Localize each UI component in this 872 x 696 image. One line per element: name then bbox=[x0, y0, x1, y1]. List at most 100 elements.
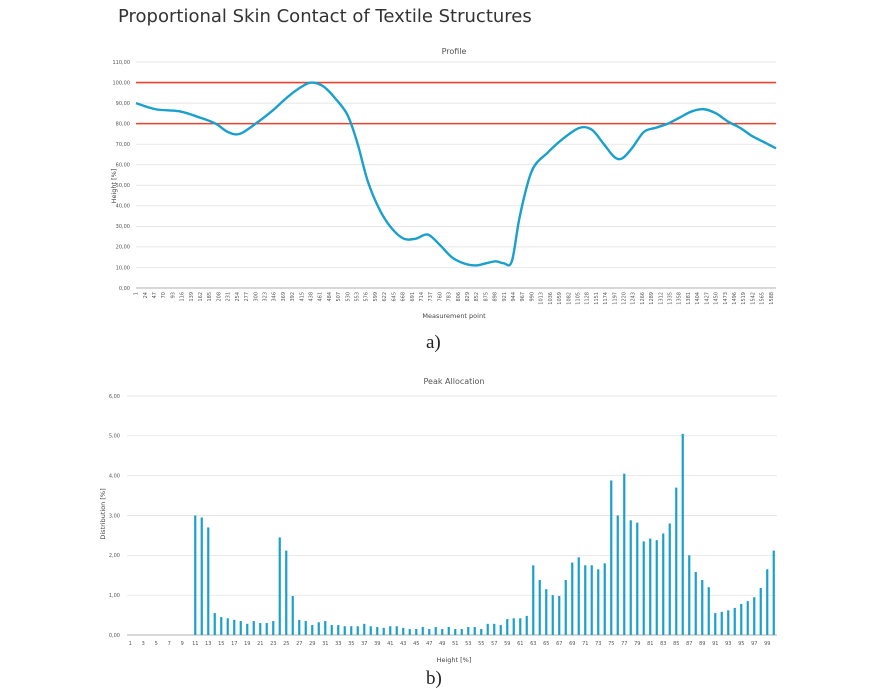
bar bbox=[727, 610, 730, 635]
x-tick-label: 875 bbox=[483, 292, 489, 302]
x-tick-label: 438 bbox=[309, 292, 315, 302]
bar bbox=[525, 615, 528, 635]
x-tick-label: 35 bbox=[348, 641, 354, 647]
bar bbox=[733, 607, 736, 635]
y-tick-label: 90,00 bbox=[116, 101, 130, 107]
x-tick-label: 1519 bbox=[741, 292, 747, 305]
x-tick-label: 622 bbox=[382, 292, 388, 302]
caption-b: b) bbox=[426, 668, 442, 689]
x-tick-label: 392 bbox=[290, 292, 296, 302]
y-tick-label: 20,00 bbox=[116, 245, 130, 251]
x-axis-label: Measurement point bbox=[422, 312, 486, 320]
bar bbox=[532, 565, 535, 635]
x-tick-label: 3 bbox=[142, 641, 145, 647]
x-tick-label: 1197 bbox=[612, 292, 618, 305]
x-tick-label: 17 bbox=[231, 641, 237, 647]
x-tick-label: 39 bbox=[374, 641, 380, 647]
x-tick-label: 81 bbox=[647, 641, 653, 647]
bar bbox=[428, 629, 431, 635]
y-tick-label: 0,00 bbox=[119, 286, 130, 292]
y-tick-label: 60,00 bbox=[116, 163, 130, 169]
bar bbox=[616, 515, 619, 635]
x-tick-label: 1082 bbox=[566, 292, 572, 305]
x-tick-label: 1 bbox=[134, 292, 140, 295]
x-tick-label: 990 bbox=[529, 292, 535, 302]
x-tick-label: 11 bbox=[192, 641, 198, 647]
bar bbox=[590, 565, 593, 635]
x-tick-label: 85 bbox=[673, 641, 679, 647]
bar bbox=[493, 623, 496, 635]
x-tick-label: 760 bbox=[437, 292, 443, 302]
y-tick-label: 40,00 bbox=[116, 204, 130, 210]
x-tick-label: 24 bbox=[143, 292, 149, 298]
y-tick-label: 70,00 bbox=[116, 142, 130, 148]
gridlines bbox=[127, 395, 777, 636]
bar bbox=[337, 625, 340, 635]
x-tick-label: 29 bbox=[309, 641, 315, 647]
bar bbox=[636, 522, 639, 635]
x-tick-label: 1151 bbox=[594, 292, 600, 305]
bar bbox=[291, 595, 294, 635]
bar bbox=[441, 629, 444, 635]
bar bbox=[239, 621, 242, 635]
caption-a: a) bbox=[426, 332, 441, 353]
x-tick-label: 1542 bbox=[750, 292, 756, 305]
bar bbox=[610, 480, 613, 635]
bar bbox=[259, 623, 262, 635]
x-tick-label: 484 bbox=[327, 292, 333, 302]
x-tick-label: 47 bbox=[426, 641, 432, 647]
x-tick-label: 79 bbox=[634, 641, 640, 647]
y-tick-label: 2,00 bbox=[109, 553, 120, 559]
x-tick-label: 1404 bbox=[695, 292, 701, 305]
bar bbox=[395, 626, 398, 635]
y-tick-label: 6,00 bbox=[109, 394, 120, 400]
x-tick-label: 1036 bbox=[548, 292, 554, 305]
bar bbox=[551, 595, 554, 635]
x-tick-label: 19 bbox=[244, 641, 250, 647]
x-tick-labels: 1 24 47 70 93 116 139 162 185 208 231 254 277 300 323 3… bbox=[134, 292, 775, 305]
bar bbox=[486, 623, 489, 635]
y-axis-label: Height [%] bbox=[110, 169, 118, 204]
bar bbox=[766, 569, 769, 635]
x-tick-label: 47 bbox=[152, 292, 158, 298]
bar bbox=[675, 487, 678, 635]
x-tick-label: 323 bbox=[262, 292, 268, 302]
y-tick-label: 80,00 bbox=[116, 121, 130, 127]
x-tick-label: 599 bbox=[373, 292, 379, 302]
bar bbox=[226, 618, 229, 635]
x-tick-label: 576 bbox=[364, 292, 370, 302]
x-tick-label: 87 bbox=[686, 641, 692, 647]
bar bbox=[363, 623, 366, 635]
x-tick-label: 23 bbox=[270, 641, 276, 647]
figure-title: Proportional Skin Contact of Textile Str… bbox=[118, 6, 532, 27]
x-tick-label: 921 bbox=[502, 292, 508, 302]
bar bbox=[649, 538, 652, 635]
y-tick-label: 5,00 bbox=[109, 434, 120, 440]
x-tick-label: 41 bbox=[387, 641, 393, 647]
x-tick-label: 1 bbox=[129, 641, 132, 647]
y-tick-label: 30,00 bbox=[116, 224, 130, 230]
bar bbox=[753, 597, 756, 635]
x-tick-label: 31 bbox=[322, 641, 328, 647]
bar bbox=[707, 587, 710, 635]
x-tick-label: 668 bbox=[401, 292, 407, 302]
x-tick-label: 43 bbox=[400, 641, 406, 647]
x-tick-label: 967 bbox=[520, 292, 526, 302]
x-tick-label: 89 bbox=[699, 641, 705, 647]
bar bbox=[740, 603, 743, 635]
bar bbox=[584, 565, 587, 635]
x-tick-label: 37 bbox=[361, 641, 367, 647]
y-tick-label: 3,00 bbox=[109, 513, 120, 519]
bar bbox=[265, 623, 268, 635]
bar bbox=[545, 589, 548, 635]
bar bbox=[694, 572, 697, 635]
x-tick-label: 806 bbox=[456, 292, 462, 302]
x-tick-label: 898 bbox=[493, 292, 499, 302]
bar bbox=[629, 520, 632, 635]
x-tick-label: 1565 bbox=[760, 292, 766, 305]
x-tick-label: 1266 bbox=[640, 292, 646, 305]
profile-chart: Profile 0,00 10,00 20,00 30,00 40,00 50,00 60,… bbox=[110, 47, 777, 320]
bar bbox=[311, 625, 314, 635]
x-tick-label: 33 bbox=[335, 641, 341, 647]
x-tick-label: 1243 bbox=[631, 292, 637, 305]
